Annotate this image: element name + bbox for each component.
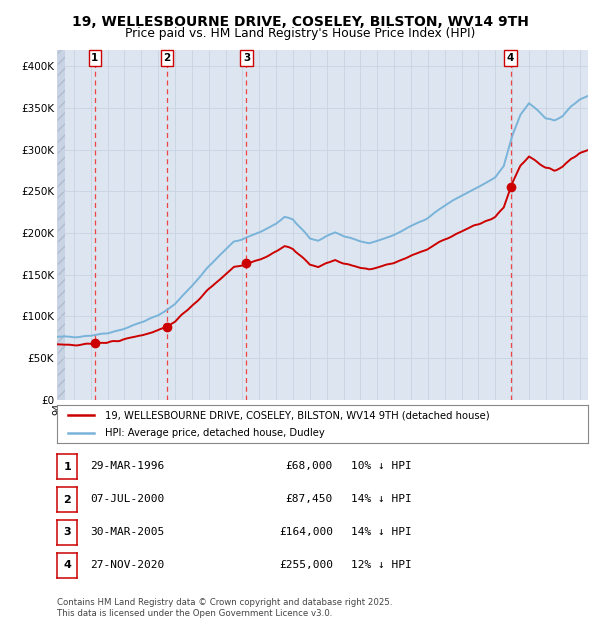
Bar xyxy=(57,50,65,400)
Text: 3: 3 xyxy=(64,528,71,538)
Text: 2: 2 xyxy=(163,53,170,63)
Text: Contains HM Land Registry data © Crown copyright and database right 2025.
This d: Contains HM Land Registry data © Crown c… xyxy=(57,598,392,618)
Text: £68,000: £68,000 xyxy=(286,461,333,471)
Text: 27-NOV-2020: 27-NOV-2020 xyxy=(90,559,164,570)
Text: 29-MAR-1996: 29-MAR-1996 xyxy=(90,461,164,471)
Text: Price paid vs. HM Land Registry's House Price Index (HPI): Price paid vs. HM Land Registry's House … xyxy=(125,27,475,40)
Text: 19, WELLESBOURNE DRIVE, COSELEY, BILSTON, WV14 9TH: 19, WELLESBOURNE DRIVE, COSELEY, BILSTON… xyxy=(71,16,529,30)
Text: 2: 2 xyxy=(64,495,71,505)
Text: 14% ↓ HPI: 14% ↓ HPI xyxy=(351,494,412,504)
Text: HPI: Average price, detached house, Dudley: HPI: Average price, detached house, Dudl… xyxy=(105,428,325,438)
Text: 19, WELLESBOURNE DRIVE, COSELEY, BILSTON, WV14 9TH (detached house): 19, WELLESBOURNE DRIVE, COSELEY, BILSTON… xyxy=(105,410,490,420)
Text: 30-MAR-2005: 30-MAR-2005 xyxy=(90,526,164,537)
Text: 1: 1 xyxy=(91,53,98,63)
Text: 4: 4 xyxy=(507,53,514,63)
Text: 14% ↓ HPI: 14% ↓ HPI xyxy=(351,526,412,537)
Text: 10% ↓ HPI: 10% ↓ HPI xyxy=(351,461,412,471)
Text: £87,450: £87,450 xyxy=(286,494,333,504)
Text: 12% ↓ HPI: 12% ↓ HPI xyxy=(351,559,412,570)
Text: 1: 1 xyxy=(64,462,71,472)
Text: 3: 3 xyxy=(243,53,250,63)
Text: £164,000: £164,000 xyxy=(279,526,333,537)
Text: 07-JUL-2000: 07-JUL-2000 xyxy=(90,494,164,504)
Text: 4: 4 xyxy=(63,560,71,570)
Text: £255,000: £255,000 xyxy=(279,559,333,570)
